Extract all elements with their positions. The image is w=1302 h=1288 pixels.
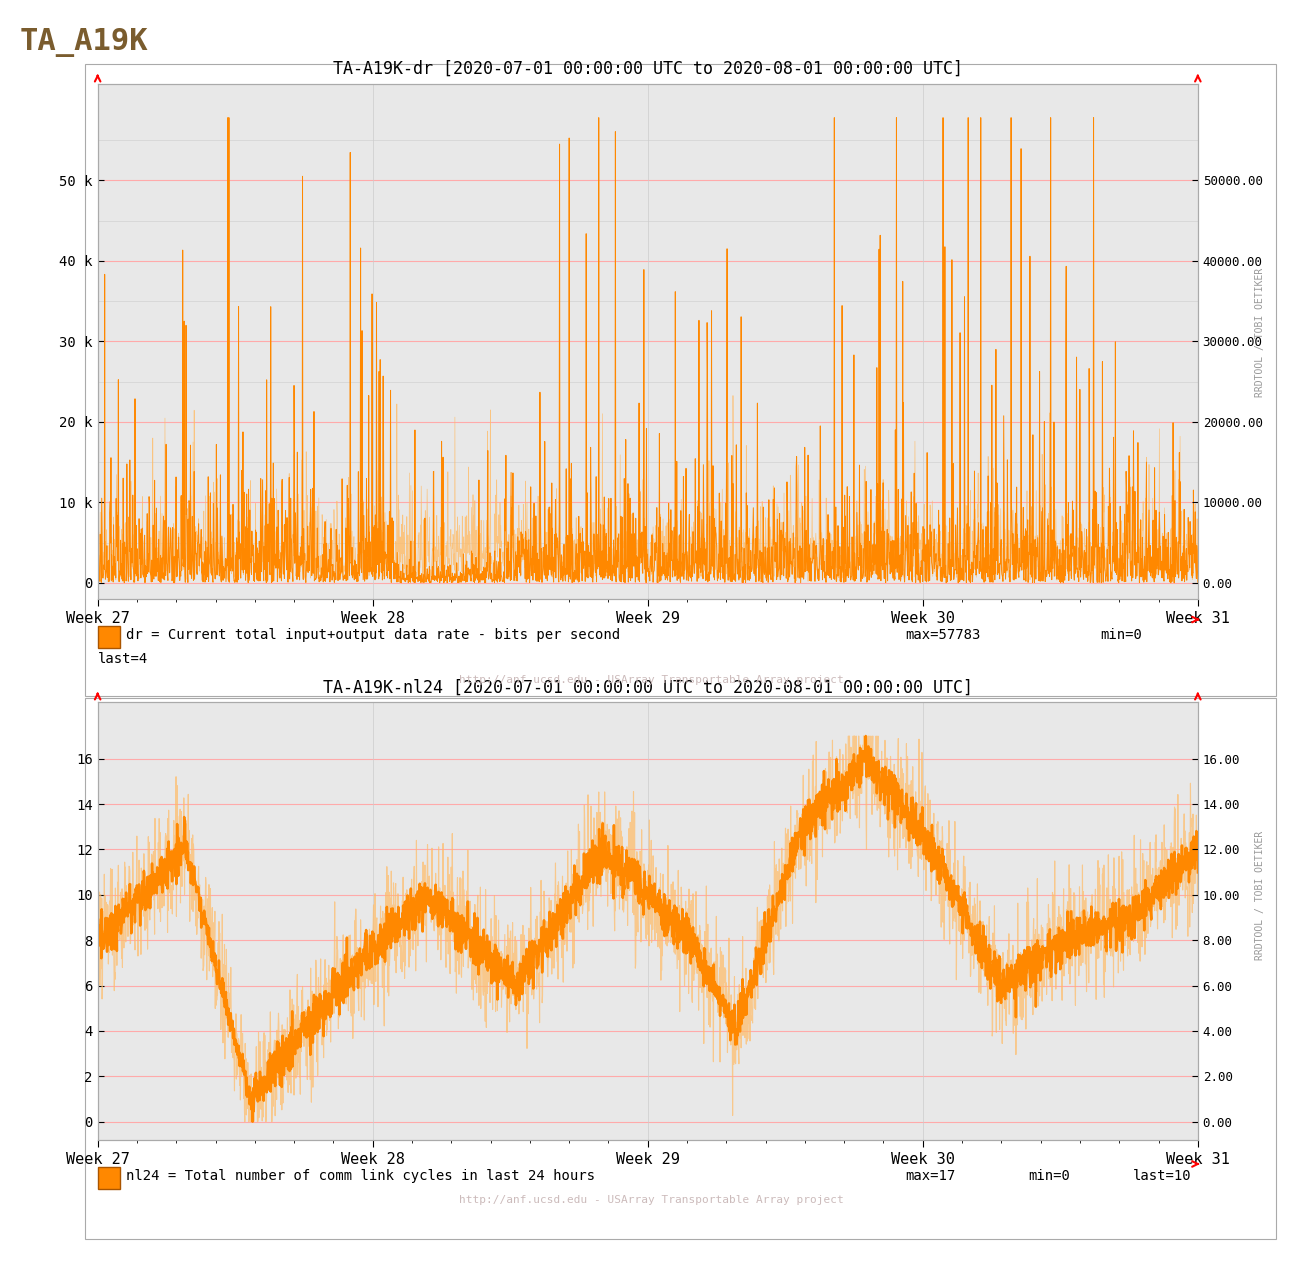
Text: nl24 = Total number of comm link cycles in last 24 hours: nl24 = Total number of comm link cycles … bbox=[126, 1170, 595, 1182]
Text: dr = Current total input+output data rate - bits per second: dr = Current total input+output data rat… bbox=[126, 629, 621, 641]
Text: last=4: last=4 bbox=[98, 653, 148, 666]
Text: http://anf.ucsd.edu - USArray Transportable Array project: http://anf.ucsd.edu - USArray Transporta… bbox=[458, 675, 844, 685]
Text: RRDTOOL / TOBI OETIKER: RRDTOOL / TOBI OETIKER bbox=[1255, 268, 1266, 397]
Text: last=10: last=10 bbox=[1133, 1170, 1191, 1182]
Text: max=57783: max=57783 bbox=[905, 629, 980, 641]
Text: RRDTOOL / TOBI OETIKER: RRDTOOL / TOBI OETIKER bbox=[1255, 831, 1266, 960]
Text: http://anf.ucsd.edu - USArray Transportable Array project: http://anf.ucsd.edu - USArray Transporta… bbox=[458, 1195, 844, 1206]
Text: min=0: min=0 bbox=[1100, 629, 1142, 641]
Title: TA-A19K-dr [2020-07-01 00:00:00 UTC to 2020-08-01 00:00:00 UTC]: TA-A19K-dr [2020-07-01 00:00:00 UTC to 2… bbox=[333, 61, 962, 79]
Title: TA-A19K-nl24 [2020-07-01 00:00:00 UTC to 2020-08-01 00:00:00 UTC]: TA-A19K-nl24 [2020-07-01 00:00:00 UTC to… bbox=[323, 679, 973, 697]
Text: TA_A19K: TA_A19K bbox=[20, 28, 148, 58]
Text: max=17: max=17 bbox=[905, 1170, 956, 1182]
Text: min=0: min=0 bbox=[1029, 1170, 1070, 1182]
